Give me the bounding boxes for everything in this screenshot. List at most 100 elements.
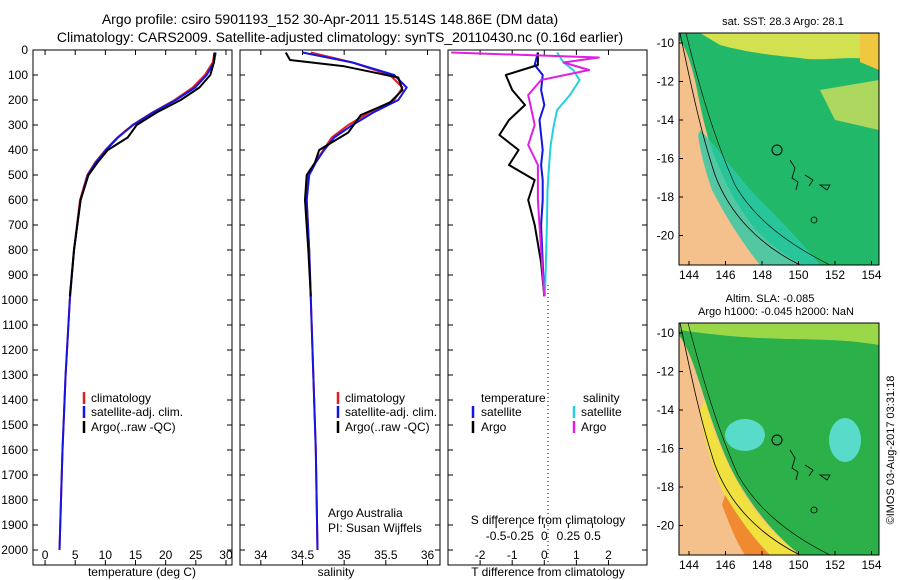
x-tick-label: -1 [507, 548, 518, 562]
depth-tick-label: 500 [8, 168, 28, 182]
map-y-tick-label: -12 [657, 75, 675, 89]
salinity-x-axis: 34 34.5 35 35.5 36 [254, 50, 434, 565]
series-t-satellite [533, 52, 546, 297]
temperature-profiles [58, 52, 217, 551]
depth-tick-label: 1100 [2, 318, 28, 332]
depth-tick-label: 2000 [1, 543, 28, 557]
legend-salinity-header: salinity [583, 391, 620, 405]
depth-tick-label: 1600 [1, 443, 28, 457]
sla-coast-contour [679, 322, 801, 556]
s-difference-axis-label: S difference from climatology [471, 513, 626, 527]
imos-credit: ©IMOS 03-Aug-2017 03:31:18 [885, 376, 897, 525]
sst-warm-patch [820, 80, 879, 130]
difference-legend: temperature salinity satellite Argo sate… [471, 391, 622, 434]
x-tick-label: 0 [42, 548, 49, 562]
depth-axis: 0 100 200 300 400 500 600 700 800 900 1000 1100 1200… [1, 43, 647, 557]
sla-map-title: Altim. SLA: -0.085 [726, 293, 815, 305]
x-tick-label: -0.5 [486, 529, 507, 543]
sst-map [678, 32, 880, 266]
depth-tick-label: 1400 [1, 393, 28, 407]
x-tick-label: 20 [159, 548, 173, 562]
legend-satellite-label: satellite-adj. clim. [91, 405, 183, 419]
header-title: Argo profile: csiro 5901193_152 30-Apr-2… [102, 11, 558, 27]
map-x-tick-label: 144 [679, 268, 699, 282]
map-x-tick-label: 148 [752, 558, 772, 572]
map-x-tick-label: 154 [861, 558, 881, 572]
depth-tick-label: 1000 [1, 293, 28, 307]
sla-coastal-high [722, 495, 770, 555]
x-tick-label: 10 [99, 548, 113, 562]
depth-tick-label: 1800 [1, 493, 28, 507]
map-y-tick-label: -20 [657, 519, 675, 533]
t-difference-axis-label: T difference from climatology [471, 565, 625, 579]
depth-tick-label: 1700 [1, 468, 28, 482]
x-tick-label: 1 [573, 548, 580, 562]
x-tick-label: 34 [254, 548, 268, 562]
map-x-tick-label: 152 [825, 558, 845, 572]
x-tick-label: 35.5 [374, 548, 398, 562]
legend-argo-label: Argo(..raw -QC) [91, 420, 176, 434]
depth-tick-label: 600 [8, 193, 28, 207]
depth-tick-label: 300 [8, 118, 28, 132]
x-tick-label: 36 [421, 548, 435, 562]
x-tick-label: 30 [219, 548, 233, 562]
depth-tick-label: 0 [21, 43, 28, 57]
series-climatology [305, 51, 404, 551]
map-y-tick-label: -16 [657, 152, 675, 166]
map-y-tick-label: -14 [657, 113, 675, 127]
reef-marker [810, 506, 818, 514]
sla-map [678, 322, 880, 556]
series-s-satellite [543, 51, 581, 297]
legend-t-argo-label: Argo [481, 420, 507, 434]
sla-ocean-field [679, 323, 879, 555]
map-y-tick-label: -20 [657, 229, 675, 243]
map-x-tick-label: 152 [825, 268, 845, 282]
sla-map-frame [678, 322, 880, 556]
x-tick-label: 0 [541, 548, 548, 562]
salinity-axis-label: salinity [318, 565, 355, 579]
series-argo-raw-qc- [68, 52, 216, 297]
sla-map-subtitle: Argo h1000: -0.045 h2000: NaN [698, 306, 854, 318]
map-x-tick-label: 148 [752, 268, 772, 282]
map-y-tick-label: -12 [657, 365, 675, 379]
depth-tick-label: 100 [8, 68, 28, 82]
reef-outlines [789, 449, 831, 481]
legend-climatology-label: climatology [345, 391, 405, 405]
sst-warm-region [700, 33, 879, 60]
x-tick-label: 15 [129, 548, 143, 562]
sst-hot-patch [860, 33, 879, 70]
depth-tick-label: 1900 [1, 518, 28, 532]
depth-tick-label: 1300 [1, 368, 28, 382]
sst-isobath-contour [685, 32, 831, 266]
x-tick-label: 25 [189, 548, 203, 562]
sst-map-axes: 144 146 148 150 152 154 -10 -12 -14 -16 -18 -20 [657, 36, 882, 282]
sst-map-title: sat. SST: 28.3 Argo: 28.1 [722, 16, 844, 28]
map-y-tick-label: -14 [657, 403, 675, 417]
x-tick-label: 0 [541, 529, 548, 543]
depth-tick-label: 800 [8, 243, 28, 257]
difference-profiles [451, 51, 600, 297]
series-t-argo [498, 52, 546, 297]
series-argo-raw-qc- [284, 52, 404, 297]
sla-low-anomaly-east [829, 418, 861, 462]
reef-marker [810, 216, 818, 224]
sla-low-anomaly-west [725, 419, 765, 451]
s-difference-x-axis: -0.5 -0.25 0 0.25 0.5 [486, 524, 601, 543]
map-y-tick-label: -10 [657, 36, 675, 50]
legend-s-argo-label: Argo [581, 420, 607, 434]
map-x-tick-label: 144 [679, 558, 699, 572]
map-x-tick-label: 146 [715, 558, 735, 572]
series-climatology [58, 52, 216, 551]
series-satellite-adj-clim- [58, 52, 217, 551]
salinity-profiles [284, 51, 408, 551]
x-tick-label: 0.5 [584, 529, 601, 543]
salinity-panel-frame [239, 49, 441, 566]
salinity-legend: climatology satellite-adj. clim. Argo(..… [336, 391, 437, 434]
series-satellite-adj-clim- [302, 51, 408, 551]
depth-tick-label: 200 [8, 93, 28, 107]
legend-argo-label: Argo(..raw -QC) [345, 420, 430, 434]
depth-tick-label: 1200 [1, 343, 28, 357]
depth-tick-label: 900 [8, 268, 28, 282]
legend-climatology-label: climatology [91, 391, 151, 405]
temperature-panel-frame [32, 49, 233, 566]
